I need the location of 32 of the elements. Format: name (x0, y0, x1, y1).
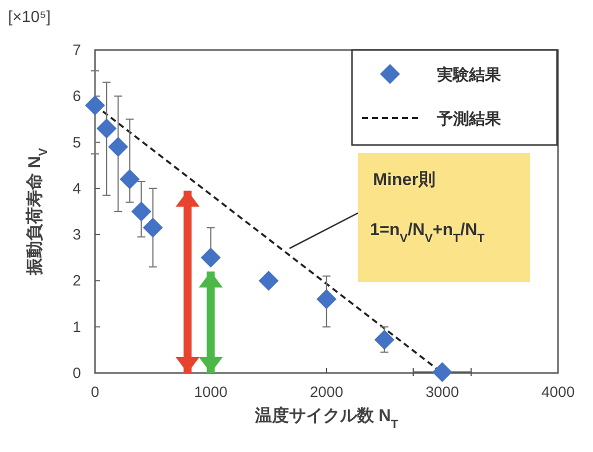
x-axis-title: 温度サイクル数 N$_{T}$ (254, 406, 399, 431)
x-tick-label: 3000 (426, 384, 459, 401)
point (85, 95, 105, 116)
y-tick-label: 5 (72, 134, 81, 152)
x-tick-label: 2000 (310, 384, 344, 401)
point (120, 169, 140, 190)
point (108, 136, 128, 157)
annotation: Miner則 (373, 170, 436, 189)
annotation: 1=n$_{V}$/N$_{V}$+n$_{T}$/N$_{T}$ (370, 220, 486, 245)
x-tick-label: 4000 (541, 384, 575, 401)
point (200, 248, 221, 268)
legend-label: 予測結果 (436, 110, 502, 128)
legend-label: 実験結果 (436, 65, 502, 84)
y-tick-label: 1 (72, 318, 81, 336)
x-tick-label: 1000 (194, 384, 228, 401)
y-tick-label: 3 (72, 226, 81, 244)
point (142, 218, 163, 238)
legend-item: 実験結果 (380, 64, 501, 84)
point (374, 330, 394, 350)
point (96, 118, 117, 138)
x-tick-label: 0 (90, 384, 100, 401)
legend-item: 予測結果 (362, 111, 501, 128)
y-tick-label: 4 (72, 180, 81, 198)
point (131, 202, 152, 222)
y-tick-label: 2 (72, 272, 81, 290)
point (258, 270, 279, 291)
point (432, 362, 452, 382)
y-tick-label: 7 (72, 42, 81, 59)
y-tick-label: 0 (72, 365, 81, 382)
point (316, 289, 336, 310)
text: [×10⁵] (8, 9, 51, 26)
y-tick-label: 6 (72, 88, 81, 106)
